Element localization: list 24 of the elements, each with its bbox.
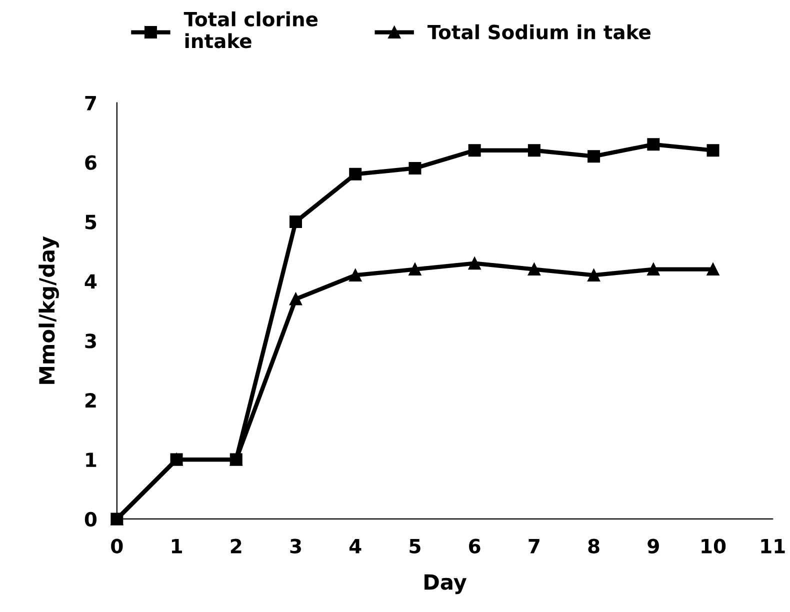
x-tick-label: 10 bbox=[702, 538, 726, 554]
y-tick-label: 7 bbox=[85, 96, 96, 110]
x-tick-label: 2 bbox=[230, 538, 242, 554]
y-tick-label: 1 bbox=[86, 452, 96, 467]
y-tick-label: 3 bbox=[85, 334, 96, 348]
x-tick-label: 7 bbox=[528, 539, 540, 554]
x-tick-label: 8 bbox=[588, 538, 600, 554]
x-tick-label: 11 bbox=[761, 539, 785, 554]
y-tick-label: 2 bbox=[85, 393, 96, 408]
y-tick-label: 4 bbox=[84, 274, 97, 289]
x-tick-label: 0 bbox=[111, 538, 123, 554]
legend-label: Total clorine intake bbox=[184, 11, 318, 48]
x-axis-title: Day bbox=[424, 574, 467, 594]
x-tick-label: 3 bbox=[290, 538, 301, 554]
x-tick-label: 9 bbox=[648, 538, 659, 554]
y-tick-label: 5 bbox=[85, 214, 96, 230]
x-tick-label: 1 bbox=[172, 539, 182, 554]
y-tick-label: 0 bbox=[84, 512, 97, 527]
x-tick-label: 6 bbox=[469, 538, 480, 554]
legend-label: Total Sodium in take bbox=[427, 24, 650, 40]
y-axis-title: Mmol/kg/day bbox=[38, 236, 59, 384]
x-tick-label: 5 bbox=[410, 539, 420, 554]
y-tick-label: 6 bbox=[85, 155, 96, 170]
x-tick-label: 4 bbox=[349, 539, 362, 554]
